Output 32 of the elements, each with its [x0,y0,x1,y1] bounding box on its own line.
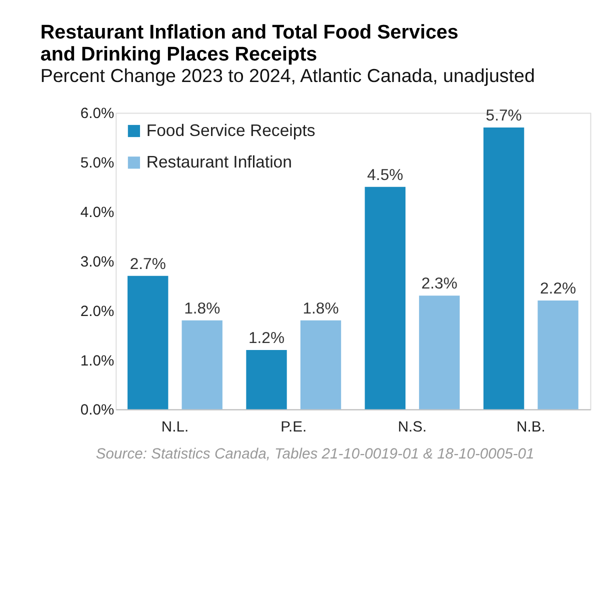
y-tick-label: 5.0% [80,156,114,172]
chart-subtitle: Percent Change 2023 to 2024, Atlantic Canada, unadjusted [40,65,535,86]
y-tick-label: 3.0% [80,254,114,270]
bar [128,276,168,410]
bar [246,350,287,410]
bar [364,186,406,410]
data-label: 2.3% [421,276,458,293]
data-label: 1.2% [248,330,285,348]
bar [182,320,222,410]
legend-label: Restaurant Inflation [146,152,292,172]
data-label: 5.7% [486,108,522,125]
data-label: 1.8% [184,300,220,318]
legend-label: Food Service Receipts [146,120,316,140]
source-note: Source: Statistics Canada, Tables 21-10-0019-01 & 18-10-0005-01 [96,446,534,463]
data-label: 2.2% [540,280,576,298]
y-tick-label: 0.0% [80,402,114,419]
x-tick-label: N.S. [398,420,427,436]
data-label: 2.7% [130,256,166,273]
y-tick-label: 1.0% [80,353,114,370]
data-label: 1.8% [302,300,339,318]
bar [483,128,524,410]
chart-title: Restaurant Inflation and Total Food Services and Drinking Places Receipts [40,22,458,66]
bar [538,300,578,410]
bar [419,296,460,410]
x-tick-label: N.L. [161,420,189,436]
data-label: 4.5% [367,166,404,184]
x-tick-label: N.B. [516,420,546,436]
y-tick-label: 6.0% [80,106,114,122]
y-tick-label: 2.0% [80,304,114,320]
y-tick-label: 4.0% [80,205,114,222]
x-tick-label: P.E. [280,420,307,436]
bar [300,320,342,410]
